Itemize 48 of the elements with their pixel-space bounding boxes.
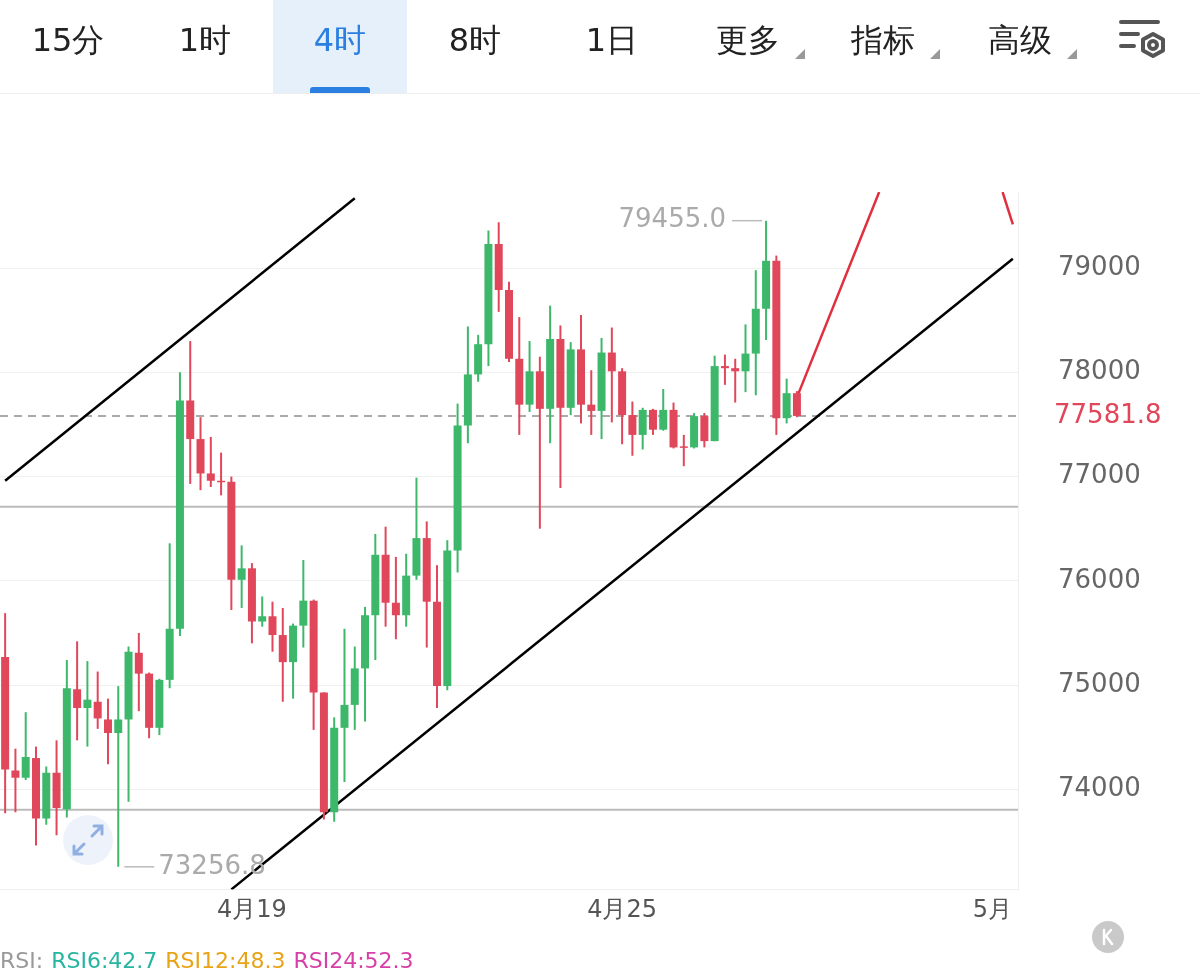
y-tick-label: 77000: [1058, 459, 1141, 490]
text: RSI12:48.3: [165, 948, 286, 973]
x-tick-label: 4月19: [216, 895, 288, 924]
candlestick: [114, 685, 123, 868]
y-tick-label: 78000: [1058, 355, 1141, 386]
candlestick: [587, 369, 596, 436]
candlestick: [103, 697, 112, 766]
y-tick-label: 76000: [1058, 563, 1141, 594]
candlestick: [731, 357, 740, 404]
text: 4时: [273, 0, 407, 93]
candlestick: [73, 640, 82, 742]
candlestick: [206, 435, 215, 489]
annotation: 73256.8: [158, 849, 266, 880]
candlestick: [792, 390, 801, 419]
text: RSI24:52.3: [293, 948, 414, 973]
text: 1日: [584, 20, 640, 61]
candlestick: [21, 711, 30, 781]
candlestick: [268, 600, 277, 653]
candlestick: [83, 660, 92, 748]
text: 8时: [447, 20, 503, 61]
text: 15分: [30, 20, 106, 61]
candlestick: [720, 353, 729, 386]
y-tick-label: 74000: [1058, 772, 1141, 803]
candlestick: [134, 631, 143, 713]
ref-line-label: 77581.8: [1054, 398, 1162, 429]
text: 高级: [987, 20, 1053, 61]
candlestick: [340, 627, 349, 784]
text: 指标: [850, 20, 916, 61]
candlestick: [679, 433, 688, 468]
y-tick-label: 79000: [1058, 250, 1141, 281]
y-tick-label: 75000: [1058, 667, 1141, 698]
text: 更多: [715, 20, 781, 61]
candlestick: [741, 323, 750, 394]
candlestick: [258, 595, 267, 628]
candlestick: [93, 670, 102, 730]
text: RSI:: [0, 948, 44, 973]
text: 1时: [177, 20, 233, 61]
text: RSI6:42.7: [51, 948, 158, 973]
candlestick: [628, 400, 637, 457]
candlestick: [237, 544, 246, 609]
candlestick: [391, 555, 400, 641]
candlestick: [648, 407, 657, 436]
x-tick-label: 5月: [971, 895, 1013, 924]
candlestick: [659, 388, 668, 432]
annotation: 79455.0: [618, 203, 727, 234]
candlestick: [607, 326, 616, 424]
candlestick: [11, 747, 20, 814]
x-tick-label: 4月25: [586, 895, 658, 924]
